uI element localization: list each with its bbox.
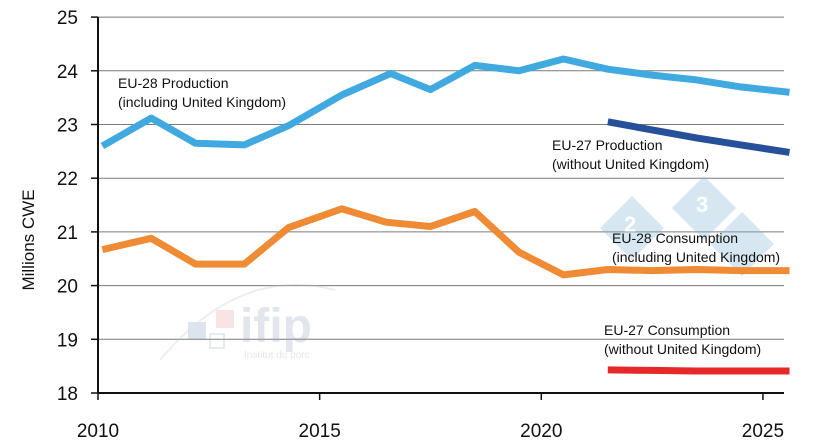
- axes: [97, 17, 784, 394]
- y-tick-label: 18: [57, 384, 78, 405]
- ifip-watermark: ifip Institut du porc: [159, 283, 336, 361]
- annotation-2-line1: EU-28 Consumption: [612, 230, 738, 246]
- watermark-tagline: Institut du porc: [244, 350, 310, 361]
- series-line-0: [100, 55, 790, 150]
- x-tick-label: 2025: [742, 421, 784, 442]
- annotation-0-line1: EU-28 Production: [118, 75, 229, 91]
- annotation-3-line2: (without United Kingdom): [604, 341, 761, 357]
- y-tick-label: 23: [57, 116, 78, 137]
- x-tick-label: 2015: [299, 421, 341, 442]
- diamond-badge-watermark: 2 3: [600, 176, 774, 276]
- badge-digit-right: 3: [696, 192, 708, 217]
- annotation-1-line1: EU-27 Production: [552, 137, 663, 153]
- badge-diamond-top: [672, 176, 736, 240]
- y-tick-label: 19: [57, 330, 78, 351]
- watermark-square-red: [216, 310, 234, 328]
- x-tick-label: 2010: [77, 421, 119, 442]
- series-line-1: [607, 118, 791, 156]
- series-line-2: [101, 205, 790, 279]
- series-annotations: EU-28 Production (including United Kingdo…: [118, 75, 780, 357]
- annotation-1-line2: (without United Kingdom): [552, 156, 709, 172]
- watermark-brand: ifip: [240, 300, 312, 353]
- badge-diamond-left: [600, 196, 664, 260]
- watermark-square-blue: [188, 322, 206, 340]
- series-lines: [100, 55, 791, 375]
- series-line-3: [607, 366, 790, 375]
- y-axis-title: Millions CWE: [19, 189, 38, 290]
- y-tick-label: 24: [57, 62, 79, 83]
- y-tick-label: 22: [57, 169, 78, 190]
- y-tick-label: 25: [57, 8, 78, 29]
- watermark-square-outline: [209, 333, 225, 349]
- annotation-3-line1: EU-27 Consumption: [604, 322, 730, 338]
- annotation-2-line2: (including United Kingdom): [612, 249, 780, 265]
- badge-diamond-right: [710, 212, 774, 276]
- y-tick-label: 21: [57, 223, 78, 244]
- gridlines: [98, 16, 784, 340]
- watermark-arc: [159, 283, 336, 361]
- badge-digit-left: 2: [624, 212, 636, 237]
- y-tick-label: 20: [57, 277, 78, 298]
- x-tick-label: 2020: [520, 421, 562, 442]
- annotation-0-line2: (including United Kingdom): [118, 94, 286, 110]
